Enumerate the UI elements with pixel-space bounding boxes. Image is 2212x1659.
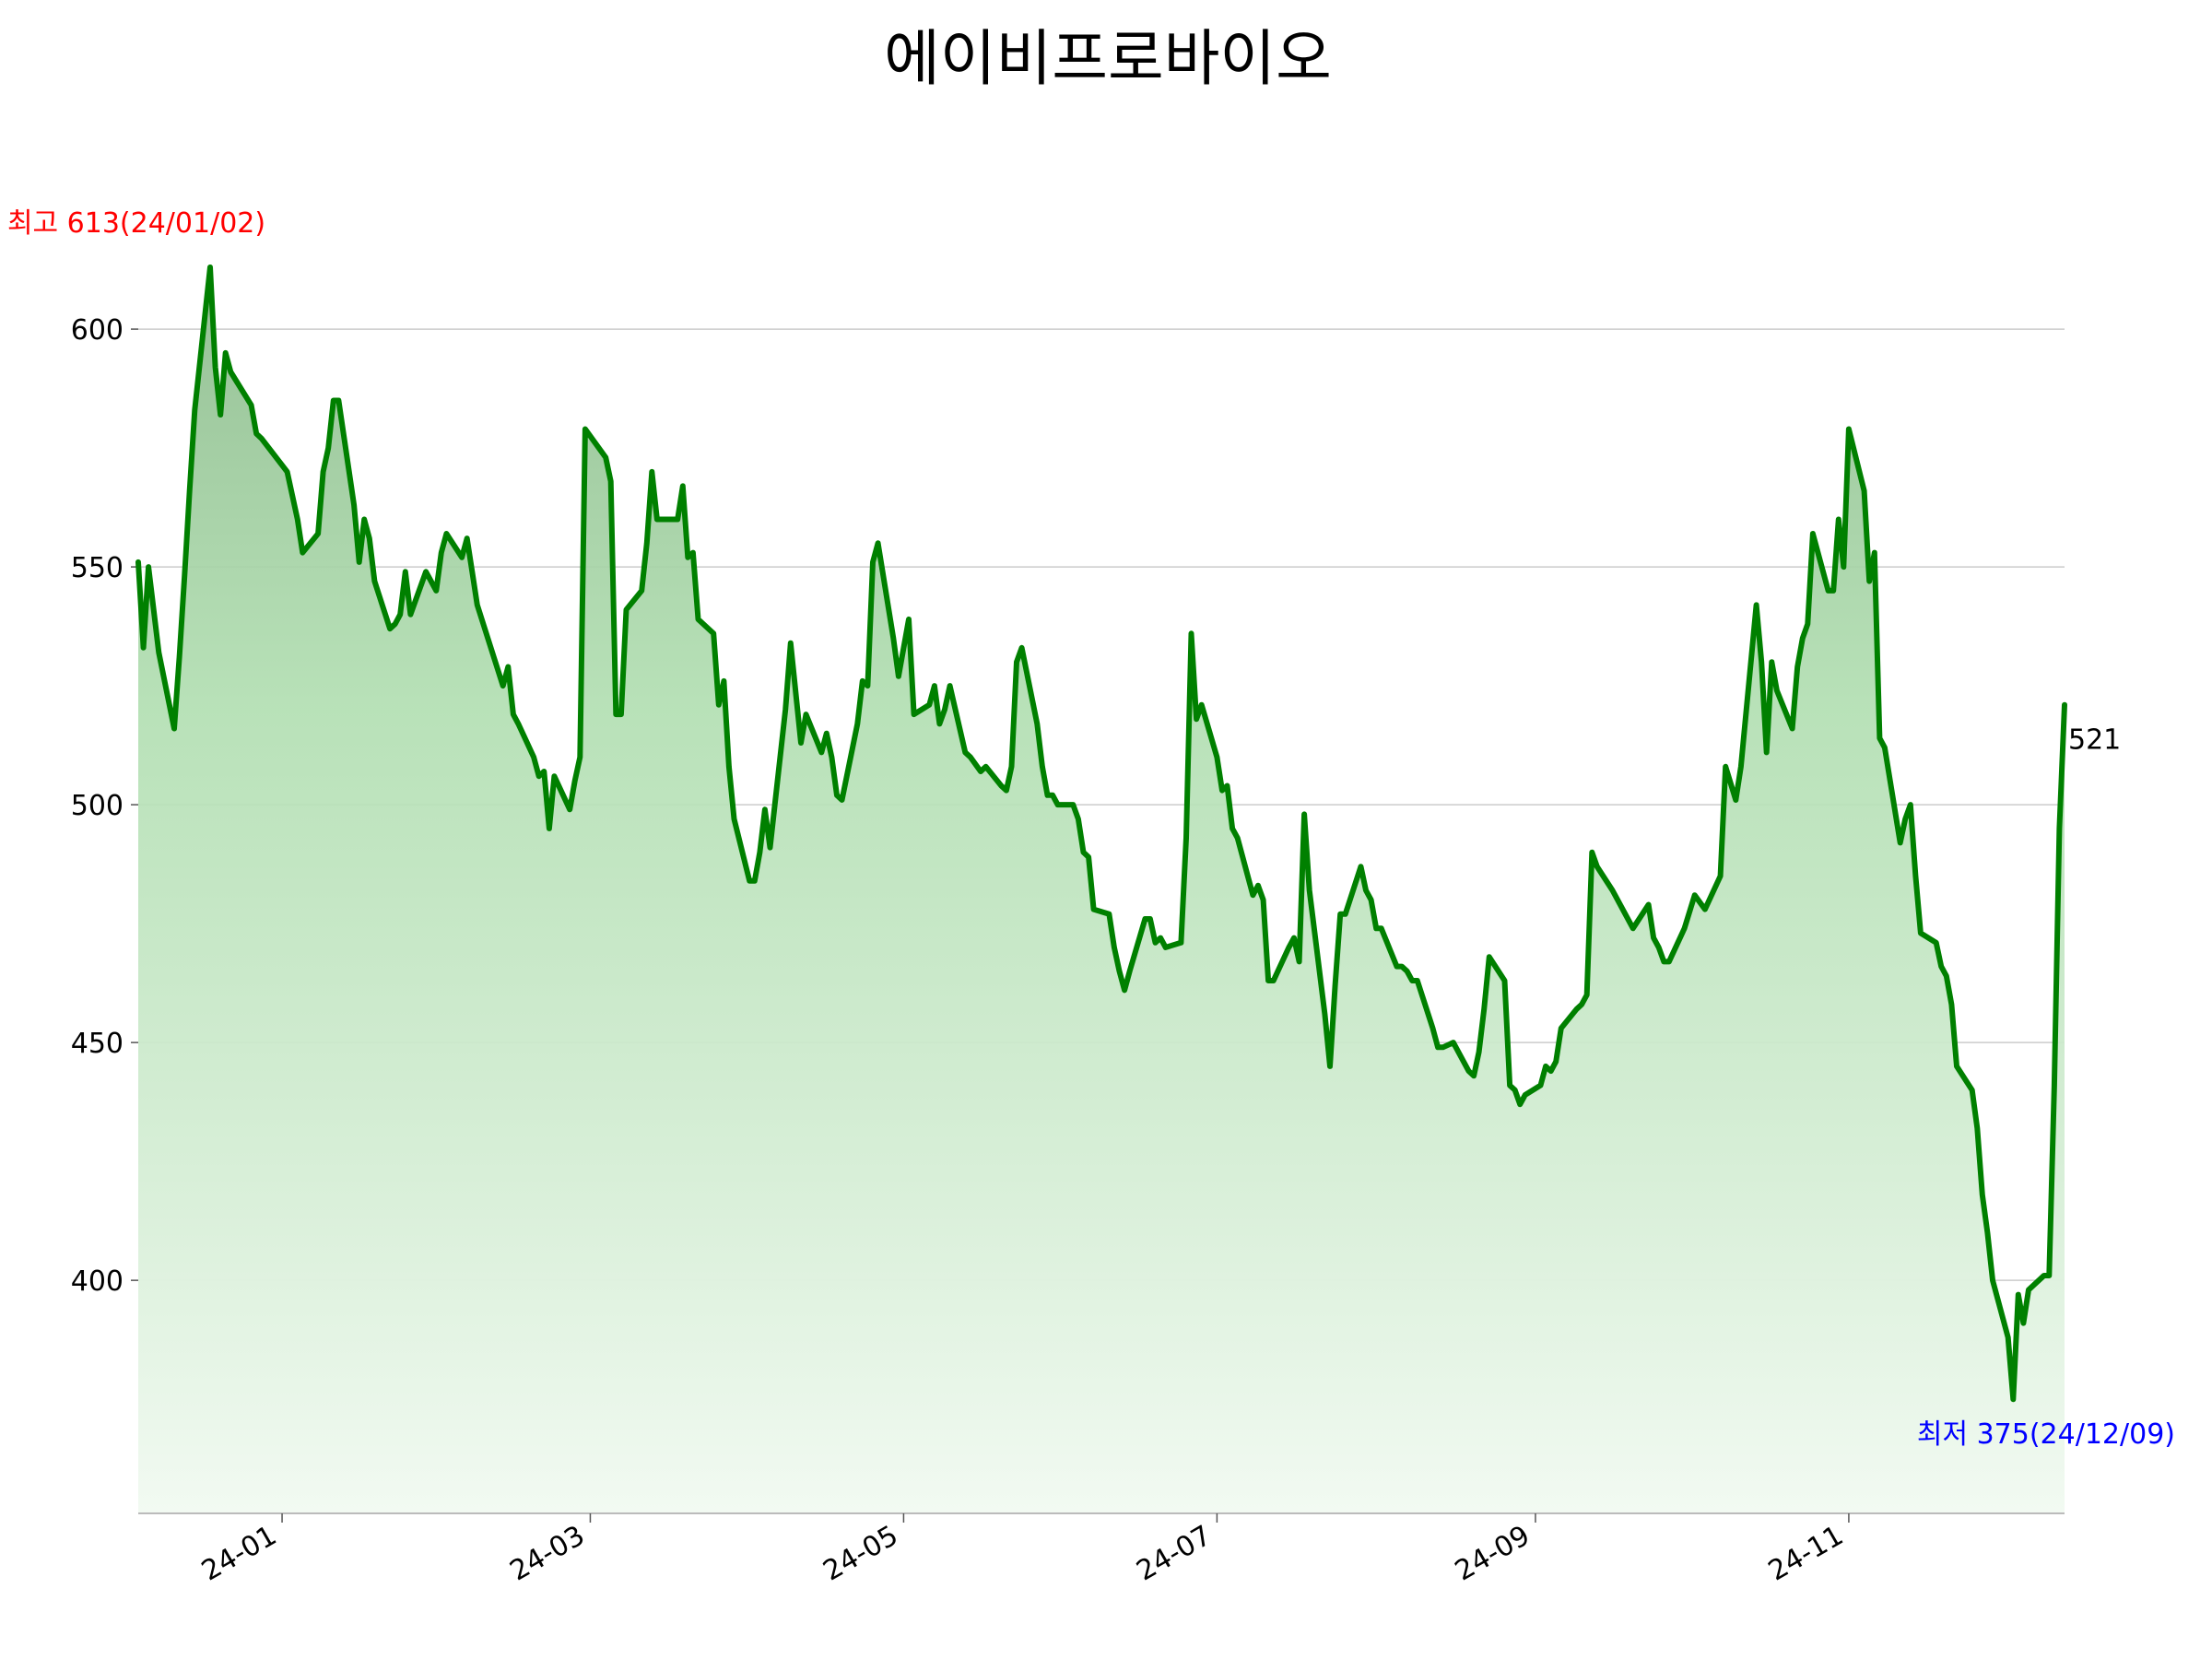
price-line (135, 265, 2067, 1403)
y-tick-label: 450 (71, 1028, 124, 1060)
annotation-layer: 최고 613(24/01/02) 최저 375(24/12/09) 521 (7, 207, 2175, 1451)
x-tick-label: 24-03 (504, 1520, 590, 1588)
max-annotation: 최고 613(24/01/02) (7, 207, 265, 240)
y-tick-label: 600 (71, 314, 124, 347)
x-tick-label: 24-11 (1763, 1520, 1849, 1588)
last-value-label: 521 (2068, 724, 2121, 757)
y-tick-label: 550 (71, 552, 124, 584)
area-layer (135, 265, 2067, 1513)
x-tick-label: 24-07 (1131, 1520, 1217, 1588)
price-area-fill (138, 267, 2065, 1513)
x-tick-label: 24-01 (196, 1520, 282, 1588)
x-tick-label: 24-09 (1450, 1520, 1535, 1588)
chart-title: 에이비프로바이오 (884, 23, 1332, 94)
min-annotation: 최저 375(24/12/09) (1917, 1418, 2175, 1451)
x-tick-label: 24-05 (818, 1520, 903, 1588)
y-tick-label: 500 (71, 790, 124, 822)
axis-layer: 24-01 24-03 24-05 24-07 24-09 24-11 (138, 1512, 2065, 1588)
y-tick-label: 400 (71, 1265, 124, 1298)
